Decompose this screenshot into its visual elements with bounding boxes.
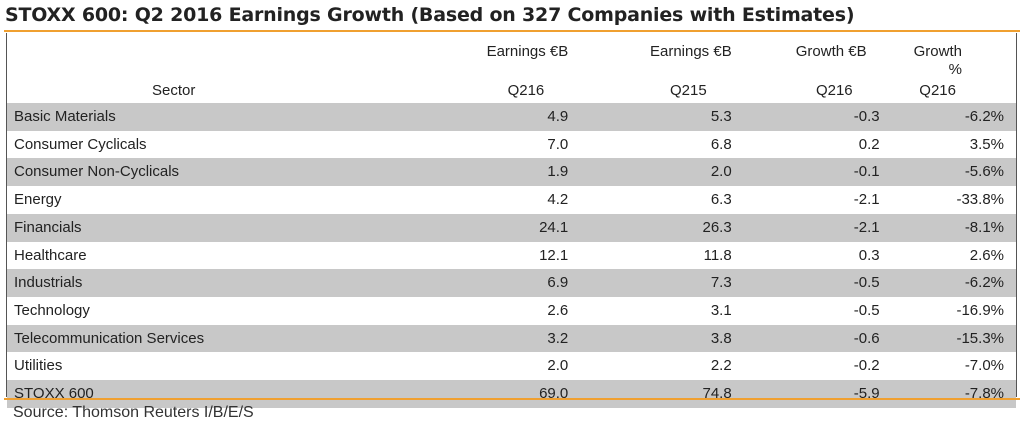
growth-b-cell: 0.2 bbox=[858, 135, 880, 153]
earnings-q216-cell: 2.0 bbox=[547, 357, 569, 375]
table-row: Energy 4.2 6.3 -2.1 -33.8% bbox=[7, 186, 1016, 214]
growth-pct-cell: 3.5% bbox=[969, 135, 1004, 153]
total-row: STOXX 600 69.0 74.8 -5.9 -7.8% bbox=[7, 380, 1016, 408]
header-growth-pct-line2: Q216 bbox=[919, 82, 956, 99]
earnings-q216-cell: 6.9 bbox=[441, 269, 606, 297]
growth-pct-cell: -5.6% bbox=[913, 158, 1016, 187]
table-row: Technology 2.6 3.1 -0.5 -16.9% bbox=[7, 297, 1016, 325]
growth-pct-cell: -8.1% bbox=[913, 213, 1016, 242]
sector-cell: Healthcare bbox=[14, 246, 87, 264]
growth-b-cell: -0.5 bbox=[853, 301, 880, 319]
sector-cell: Basic Materials bbox=[7, 103, 442, 131]
table-row: Financials 24.1 26.3 -2.1 -8.1% bbox=[7, 213, 1016, 242]
earnings-q215-cell: 2.2 bbox=[710, 357, 732, 375]
earnings-q215-cell: 11.8 bbox=[703, 246, 732, 264]
earnings-q215-cell: 6.3 bbox=[710, 191, 732, 209]
growth-b-cell: 0.3 bbox=[858, 246, 880, 264]
growth-b-cell: -5.9 bbox=[765, 380, 914, 408]
sector-cell: Telecommunication Services bbox=[7, 324, 442, 353]
earnings-q216-cell: 4.9 bbox=[441, 103, 606, 131]
growth-b-cell: -0.6 bbox=[765, 324, 914, 353]
growth-b-cell: -0.1 bbox=[765, 158, 914, 187]
earnings-q215-cell: 7.3 bbox=[605, 269, 766, 297]
table-row: Industrials 6.9 7.3 -0.5 -6.2% bbox=[7, 269, 1016, 297]
header-growth-b-line1: Growth €B bbox=[795, 43, 867, 60]
sector-cell: Technology bbox=[14, 301, 90, 319]
growth-pct-cell: 2.6% bbox=[969, 246, 1004, 264]
growth-b-cell: -0.5 bbox=[765, 269, 914, 297]
table-row: Consumer Non-Cyclicals 1.9 2.0 -0.1 -5.6% bbox=[7, 158, 1016, 187]
earnings-q216-cell: 3.2 bbox=[441, 324, 606, 353]
earnings-q216-cell: 4.2 bbox=[547, 191, 569, 209]
table-body: Basic Materials 4.9 5.3 -0.3 -6.2% Consumer C… bbox=[7, 103, 1016, 408]
header-growth-pct-line1: Growth % bbox=[913, 43, 962, 78]
earnings-q215-cell: 3.1 bbox=[710, 301, 732, 319]
header-row-1: Earnings €B Earnings €B Growth €B Growth… bbox=[7, 33, 1016, 79]
growth-b-cell: -2.1 bbox=[853, 191, 880, 209]
header-growth-b-line2: Q216 bbox=[815, 82, 853, 99]
growth-b-cell: -0.3 bbox=[765, 103, 914, 131]
earnings-q216-cell: 69.0 bbox=[441, 380, 606, 408]
source-note: Source: Thomson Reuters I/B/E/S bbox=[13, 404, 254, 421]
growth-pct-cell: -33.8% bbox=[956, 191, 1004, 209]
table-row: Consumer Cyclicals 7.0 6.8 0.2 3.5% bbox=[7, 131, 1016, 159]
sector-cell: Consumer Cyclicals bbox=[14, 135, 147, 153]
earnings-q215-cell: 6.8 bbox=[710, 135, 732, 153]
earnings-q216-cell: 12.1 bbox=[539, 246, 569, 264]
table-row: Healthcare 12.1 11.8 0.3 2.6% bbox=[7, 242, 1016, 270]
earnings-q215-cell: 26.3 bbox=[605, 213, 766, 242]
earnings-table: Earnings €B Earnings €B Growth €B Growth… bbox=[7, 33, 1016, 408]
earnings-q216-cell: 24.1 bbox=[441, 213, 606, 242]
header-earnings-q216-line2: Q216 bbox=[507, 82, 545, 99]
header-sector-spacer bbox=[7, 33, 442, 79]
growth-b-cell: -2.1 bbox=[765, 213, 914, 242]
earnings-q216-cell: 1.9 bbox=[441, 158, 606, 187]
earnings-q215-cell: 5.3 bbox=[605, 103, 766, 131]
table-frame bbox=[6, 33, 1017, 397]
sector-cell: Industrials bbox=[7, 269, 442, 297]
sector-cell: Utilities bbox=[14, 357, 63, 375]
table-row: Basic Materials 4.9 5.3 -0.3 -6.2% bbox=[7, 103, 1016, 131]
growth-b-cell: -0.2 bbox=[853, 357, 880, 375]
chart-title: STOXX 600: Q2 2016 Earnings Growth (Base… bbox=[5, 4, 855, 26]
table-row: Utilities 2.0 2.2 -0.2 -7.0% bbox=[7, 352, 1016, 380]
sector-cell: STOXX 600 bbox=[7, 380, 442, 408]
growth-pct-cell: -6.2% bbox=[913, 269, 1016, 297]
header-earnings-q215-line1: Earnings €B bbox=[649, 43, 732, 60]
header-earnings-q215-line2: Q215 bbox=[670, 82, 707, 99]
header-row-2: Sector Q216 Q215 Q216 Q216 bbox=[7, 79, 1016, 103]
growth-pct-cell: -15.3% bbox=[913, 324, 1016, 353]
header-sector: Sector bbox=[152, 82, 196, 99]
table-row: Telecommunication Services 3.2 3.8 -0.6 -15.… bbox=[7, 324, 1016, 353]
header-earnings-q216-line1: Earnings €B bbox=[486, 43, 569, 60]
growth-pct-cell: -7.8% bbox=[913, 380, 1016, 408]
growth-pct-cell: -16.9% bbox=[956, 301, 1004, 319]
earnings-q215-cell: 2.0 bbox=[605, 158, 766, 187]
earnings-q216-cell: 7.0 bbox=[547, 135, 569, 153]
sector-cell: Consumer Non-Cyclicals bbox=[7, 158, 442, 187]
table-bottom-rule bbox=[4, 398, 1020, 400]
growth-pct-cell: -6.2% bbox=[913, 103, 1016, 131]
earnings-q215-cell: 3.8 bbox=[605, 324, 766, 353]
growth-pct-cell: -7.0% bbox=[964, 357, 1004, 375]
earnings-q215-cell: 74.8 bbox=[605, 380, 766, 408]
title-underline bbox=[4, 30, 1020, 32]
sector-cell: Financials bbox=[7, 213, 442, 242]
sector-cell: Energy bbox=[14, 191, 62, 209]
earnings-q216-cell: 2.6 bbox=[547, 301, 569, 319]
